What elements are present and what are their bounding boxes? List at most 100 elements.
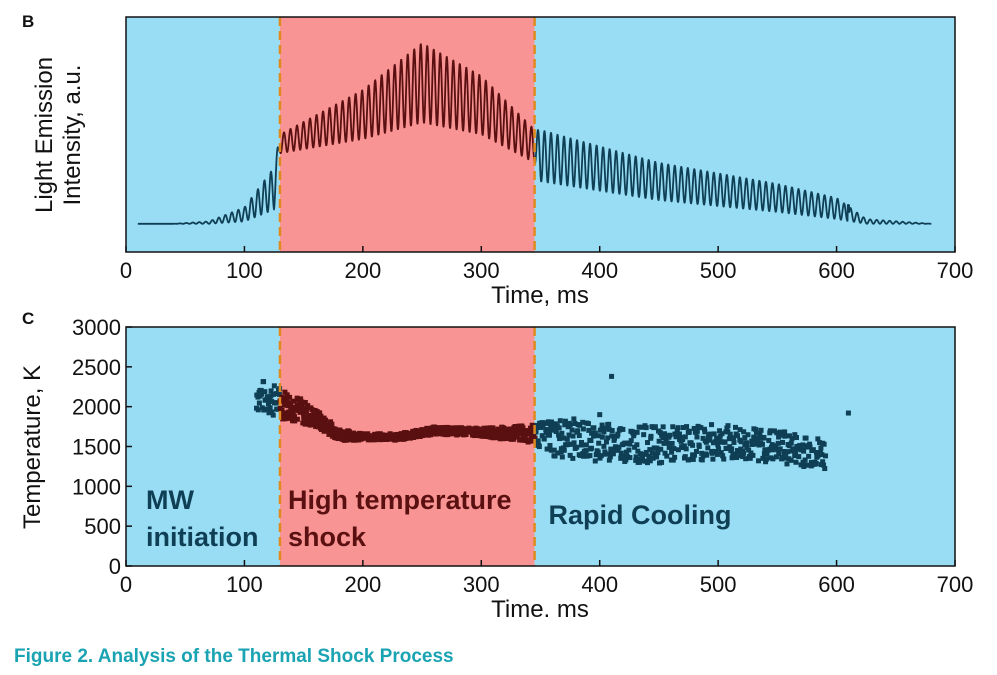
temperature-point — [503, 432, 509, 438]
temperature-point — [696, 443, 702, 449]
temperature-point — [641, 432, 647, 438]
temperature-point — [733, 424, 739, 430]
temperature-point — [711, 431, 717, 437]
temperature-point — [618, 450, 624, 456]
temperature-point — [580, 426, 586, 432]
temperature-point — [655, 450, 661, 456]
temperature-point — [792, 432, 798, 438]
temperature-point — [775, 440, 781, 446]
temperature-point — [679, 445, 685, 451]
temperature-point — [746, 447, 752, 453]
temperature-point — [567, 452, 573, 458]
temperature-point — [575, 428, 581, 434]
temperature-point — [548, 447, 554, 453]
temperature-point — [805, 462, 811, 468]
temperature-point — [755, 438, 761, 444]
temperature-point — [658, 446, 664, 452]
temperature-point — [681, 443, 687, 449]
temperature-point — [605, 451, 611, 457]
temperature-point — [615, 447, 621, 453]
temperature-point — [562, 418, 568, 424]
temperature-point — [571, 416, 577, 422]
temperature-point — [316, 421, 322, 427]
temperature-point — [788, 440, 794, 446]
temperature-point — [281, 402, 287, 408]
x-tick-label: 300 — [463, 572, 500, 597]
panel-b-regions — [126, 17, 955, 252]
temperature-point — [258, 387, 264, 393]
temperature-point — [421, 427, 427, 433]
panel-b-boundaries — [278, 17, 536, 252]
temperature-point — [284, 397, 290, 403]
temperature-point — [623, 457, 629, 463]
temperature-point — [595, 449, 601, 455]
temperature-point — [798, 462, 804, 468]
temperature-point — [579, 440, 585, 446]
temperature-point — [758, 427, 764, 433]
temperature-point — [293, 405, 299, 411]
temperature-point — [321, 428, 327, 434]
temperature-point — [793, 450, 799, 456]
temperature-point — [636, 424, 642, 430]
temperature-point — [712, 439, 718, 445]
temperature-point — [620, 426, 626, 432]
temperature-point — [807, 444, 813, 450]
temperature-point — [671, 446, 677, 452]
temperature-point — [570, 455, 576, 461]
temperature-point — [281, 398, 287, 404]
temperature-point — [265, 401, 271, 407]
temperature-point — [819, 452, 825, 458]
temperature-point — [705, 445, 711, 451]
temperature-point — [624, 453, 630, 459]
panel-letter-c: C — [22, 309, 34, 328]
temperature-point — [561, 447, 567, 453]
temperature-point — [639, 424, 645, 430]
temperature-point — [743, 456, 749, 462]
y-tick-label: 1500 — [72, 435, 121, 460]
temperature-point — [786, 433, 792, 439]
temperature-point — [583, 442, 589, 448]
temperature-point — [303, 409, 309, 415]
temperature-point — [652, 424, 658, 430]
temperature-point — [662, 450, 668, 456]
temperature-point — [302, 421, 308, 427]
temperature-point — [675, 447, 681, 453]
temperature-point — [547, 432, 553, 438]
temperature-point — [777, 446, 783, 452]
temperature-point — [796, 454, 802, 460]
y-tick-label: 3000 — [72, 315, 121, 340]
temperature-point — [269, 409, 275, 415]
temperature-point — [267, 405, 273, 411]
temperature-point — [541, 420, 547, 426]
temperature-point — [571, 440, 577, 446]
region-band-2 — [534, 17, 955, 252]
temperature-point — [818, 445, 824, 451]
temperature-point — [690, 442, 696, 448]
temperature-point — [557, 418, 563, 424]
temperature-point — [726, 436, 732, 442]
temperature-point — [609, 428, 615, 434]
temperature-point — [545, 419, 551, 425]
temperature-point — [534, 422, 540, 428]
temperature-point — [530, 426, 536, 432]
temperature-point — [269, 399, 275, 405]
temperature-point — [766, 437, 772, 443]
temperature-point — [599, 434, 605, 440]
temperature-point — [598, 453, 604, 459]
temperature-point — [776, 434, 782, 440]
panel-b-frame — [125, 16, 956, 253]
y-tick-label: 500 — [84, 514, 121, 539]
y-tick-label: 0 — [109, 554, 121, 579]
x-tick-label: 300 — [463, 258, 500, 283]
temperature-point — [736, 453, 742, 459]
temperature-point — [793, 459, 799, 465]
temperature-point — [807, 441, 813, 447]
temperature-point — [505, 435, 511, 441]
temperature-point — [662, 431, 668, 437]
temperature-point — [734, 433, 740, 439]
temperature-point — [273, 400, 279, 406]
temperature-point — [760, 455, 766, 461]
temperature-point — [285, 403, 291, 409]
temperature-point — [694, 428, 700, 434]
temperature-point — [740, 454, 746, 460]
